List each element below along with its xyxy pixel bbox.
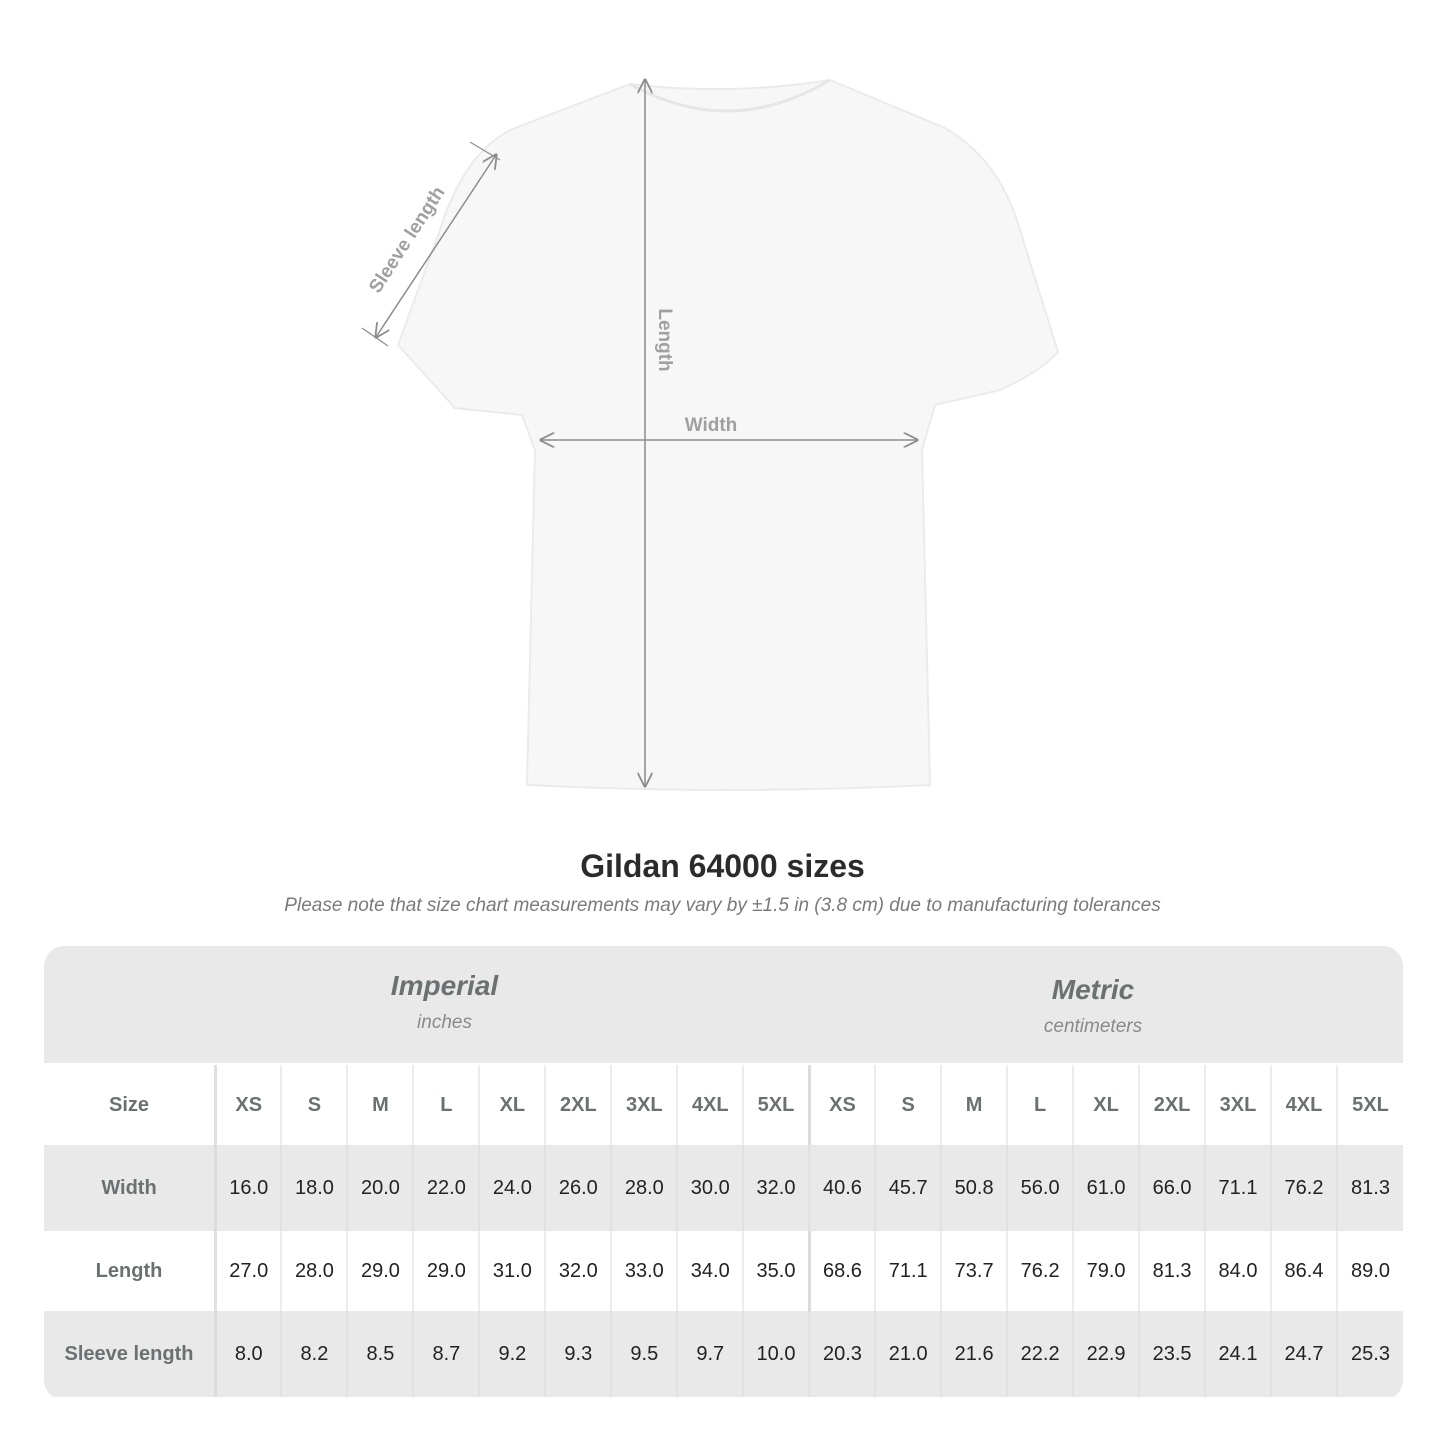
imperial-value: 28.0 [610,1145,678,1231]
imperial-value: 9.3 [544,1311,612,1397]
metric-value: 86.4 [1270,1231,1337,1311]
sleeve-arrow [376,155,496,337]
metric-size-4xl: 4XL [1270,1065,1337,1145]
tshirt-diagram: Sleeve length Length Width [361,0,1060,791]
imperial-value: 33.0 [610,1231,678,1311]
imperial-value: 16.0 [214,1145,282,1231]
metric-value: 71.1 [874,1231,942,1311]
metric-size-3xl: 3XL [1204,1065,1271,1145]
imperial-value: 8.0 [214,1311,282,1397]
imperial-size-m: M [346,1065,414,1145]
imperial-value: 9.7 [676,1311,744,1397]
imperial-value: 29.0 [412,1231,480,1311]
imperial-value: 22.0 [412,1145,480,1231]
unit-header-band [44,946,1403,1063]
metric-size-m: M [940,1065,1008,1145]
imperial-value: 29.0 [346,1231,414,1311]
imperial-size-5xl: 5XL [742,1065,810,1145]
metric-value: 81.3 [1138,1231,1206,1311]
table-row: Length 27.0 28.0 29.0 29.0 31.0 32.0 33.0 34.0 35… [44,1231,1403,1311]
metric-value: 40.6 [807,1145,876,1231]
size-header-row: Size XS S M L XL 2XL 3XL 4XL 5XL XS S M L XL 2XL 3XL 4XL 5… [44,1065,1403,1145]
metric-size-s: S [874,1065,942,1145]
size-table: Imperial inches Metric centimeters Size X… [44,946,1403,1400]
metric-value: 66.0 [1138,1145,1206,1231]
metric-size-l: L [1006,1065,1074,1145]
imperial-value: 10.0 [742,1311,810,1397]
row-label: Sleeve length [44,1311,217,1397]
imperial-value: 8.7 [412,1311,480,1397]
metric-title: Metric [1051,974,1135,1005]
metric-value: 21.0 [874,1311,942,1397]
metric-value: 76.2 [1270,1145,1337,1231]
metric-value: 22.2 [1006,1311,1074,1397]
metric-value: 68.6 [807,1231,876,1311]
metric-value: 84.0 [1204,1231,1271,1311]
imperial-value: 20.0 [346,1145,414,1231]
metric-value: 45.7 [874,1145,942,1231]
metric-value: 24.1 [1204,1311,1271,1397]
row-label: Width [44,1145,217,1231]
imperial-value: 32.0 [544,1231,612,1311]
row-label: Length [44,1231,217,1311]
metric-size-xs: XS [807,1065,876,1145]
imperial-unit: inches [417,1012,472,1033]
imperial-size-l: L [412,1065,480,1145]
metric-size-xl: XL [1072,1065,1140,1145]
metric-value: 56.0 [1006,1145,1074,1231]
imperial-value: 31.0 [478,1231,546,1311]
imperial-value: 34.0 [676,1231,744,1311]
metric-value: 81.3 [1335,1145,1403,1231]
metric-size-2xl: 2XL [1138,1065,1206,1145]
imperial-size-xs: XS [214,1065,282,1145]
metric-value: 61.0 [1072,1145,1140,1231]
metric-value: 76.2 [1006,1231,1074,1311]
imperial-value: 9.5 [610,1311,678,1397]
imperial-size-xl: XL [478,1065,546,1145]
metric-header: Metric centimeters [809,974,1377,1038]
metric-unit: centimeters [1043,1016,1143,1037]
imperial-value: 28.0 [280,1231,348,1311]
imperial-size-4xl: 4XL [676,1065,744,1145]
metric-value: 20.3 [807,1311,876,1397]
imperial-value: 35.0 [742,1231,810,1311]
imperial-value: 18.0 [280,1145,348,1231]
imperial-value: 9.2 [478,1311,546,1397]
imperial-value: 30.0 [676,1145,744,1231]
metric-value: 21.6 [940,1311,1008,1397]
size-grid: Size XS S M L XL 2XL 3XL 4XL 5XL XS S M L XL 2XL 3XL 4XL 5… [44,1065,1403,1397]
imperial-size-s: S [280,1065,348,1145]
metric-size-5xl: 5XL [1335,1065,1403,1145]
imperial-value: 8.5 [346,1311,414,1397]
metric-value: 79.0 [1072,1231,1140,1311]
imperial-header: Imperial inches [217,970,672,1034]
metric-value: 73.7 [940,1231,1008,1311]
imperial-value: 26.0 [544,1145,612,1231]
length-label: Length [654,308,675,371]
metric-value: 25.3 [1335,1311,1403,1397]
metric-value: 22.9 [1072,1311,1140,1397]
metric-value: 50.8 [940,1145,1008,1231]
table-row: Width 16.0 18.0 20.0 22.0 24.0 26.0 28.0 30.0 32.… [44,1145,1403,1231]
imperial-value: 24.0 [478,1145,546,1231]
width-label: Width [685,415,738,436]
tolerance-note: Please note that size chart measurements… [284,895,1161,916]
page-title: Gildan 64000 sizes [580,848,865,884]
metric-value: 23.5 [1138,1311,1206,1397]
imperial-title: Imperial [390,970,499,1001]
metric-value: 24.7 [1270,1311,1337,1397]
imperial-value: 32.0 [742,1145,810,1231]
imperial-value: 27.0 [214,1231,282,1311]
imperial-size-3xl: 3XL [610,1065,678,1145]
table-row: Sleeve length 8.0 8.2 8.5 8.7 9.2 9.3 9.5 9.7 10.… [44,1311,1403,1397]
size-label: Size [44,1065,217,1145]
metric-value: 71.1 [1204,1145,1271,1231]
metric-value: 89.0 [1335,1231,1403,1311]
imperial-value: 8.2 [280,1311,348,1397]
imperial-size-2xl: 2XL [544,1065,612,1145]
